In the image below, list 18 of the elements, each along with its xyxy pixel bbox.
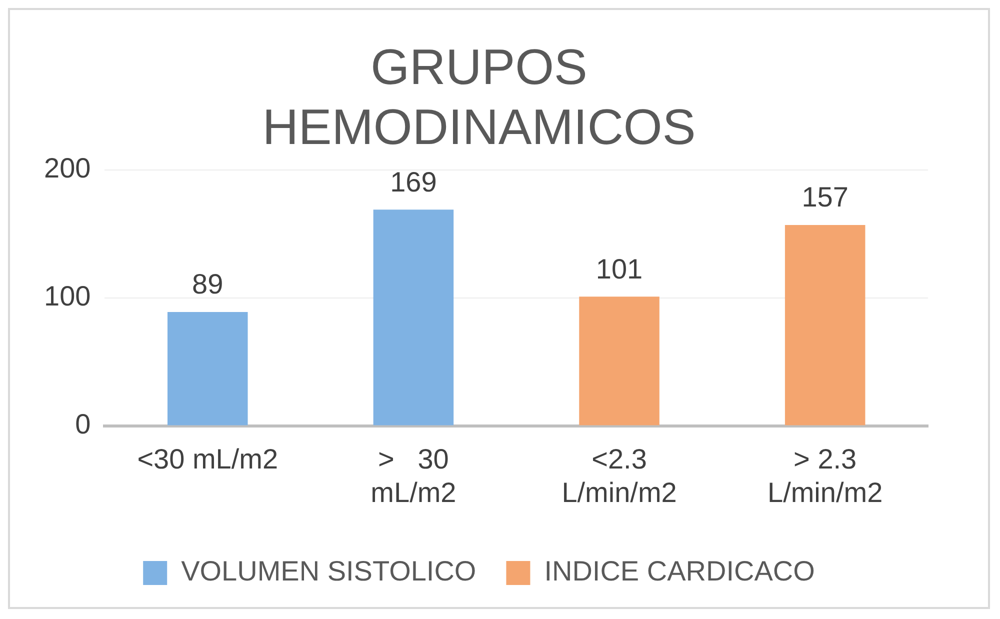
data-label: 89 [192, 268, 224, 300]
y-tick-label: 0 [75, 408, 91, 440]
x-tick-label: > 2.3 L/min/m2 [768, 443, 883, 508]
chart-title: GRUPOS HEMODINAMICOS [262, 38, 696, 155]
y-tick-label: 100 [44, 280, 91, 312]
data-label: 101 [596, 253, 643, 284]
data-label: 169 [390, 166, 437, 198]
bar [373, 210, 454, 426]
bar [167, 312, 248, 426]
x-tick-label: <30 mL/m2 [137, 443, 278, 474]
legend-label: VOLUMEN SISTOLICO [181, 556, 476, 587]
bar [784, 224, 866, 426]
data-label: 157 [802, 182, 848, 213]
legend-label: INDICE CARDICACO [544, 556, 815, 587]
x-tick-label: <2.3 L/min/m2 [562, 443, 677, 508]
x-tick-label: > 30 mL/m2 [370, 443, 456, 508]
y-tick-label: 200 [44, 152, 91, 184]
bar [579, 296, 660, 426]
